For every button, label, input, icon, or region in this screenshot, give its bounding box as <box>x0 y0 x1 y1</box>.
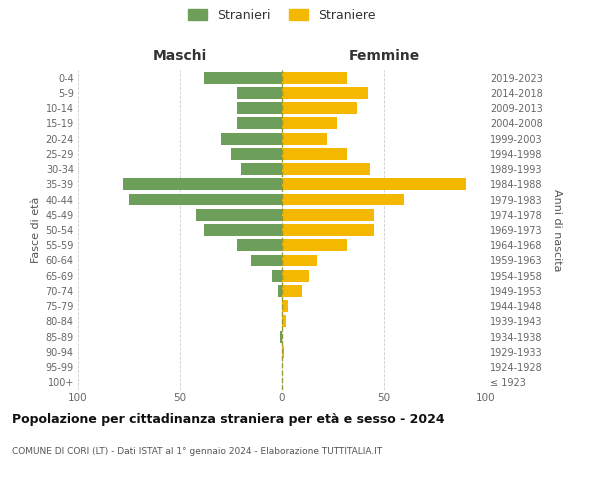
Legend: Stranieri, Straniere: Stranieri, Straniere <box>188 8 376 22</box>
Bar <box>123 178 282 190</box>
Y-axis label: Anni di nascita: Anni di nascita <box>553 188 562 271</box>
Bar <box>282 163 370 175</box>
Bar <box>282 209 374 220</box>
Bar <box>282 270 308 281</box>
Bar <box>272 270 282 281</box>
Bar <box>282 87 368 99</box>
Bar <box>282 118 337 130</box>
Bar <box>282 178 466 190</box>
Bar <box>237 240 282 251</box>
Bar <box>278 285 282 297</box>
Bar <box>282 346 284 358</box>
Y-axis label: Fasce di età: Fasce di età <box>31 197 41 263</box>
Bar <box>282 72 347 84</box>
Bar <box>282 240 347 251</box>
Bar <box>251 254 282 266</box>
Bar <box>205 224 282 236</box>
Bar <box>282 300 288 312</box>
Text: Maschi: Maschi <box>153 48 207 62</box>
Bar <box>282 285 302 297</box>
Bar <box>280 330 282 342</box>
Bar <box>196 209 282 220</box>
Bar <box>282 102 358 114</box>
Bar <box>231 148 282 160</box>
Bar <box>129 194 282 205</box>
Bar <box>237 87 282 99</box>
Bar <box>282 148 347 160</box>
Bar <box>282 194 404 205</box>
Bar <box>282 132 327 144</box>
Bar <box>282 254 317 266</box>
Bar <box>237 102 282 114</box>
Text: COMUNE DI CORI (LT) - Dati ISTAT al 1° gennaio 2024 - Elaborazione TUTTITALIA.IT: COMUNE DI CORI (LT) - Dati ISTAT al 1° g… <box>12 448 382 456</box>
Bar <box>205 72 282 84</box>
Bar <box>282 316 286 328</box>
Bar <box>221 132 282 144</box>
Bar <box>282 224 374 236</box>
Text: Popolazione per cittadinanza straniera per età e sesso - 2024: Popolazione per cittadinanza straniera p… <box>12 412 445 426</box>
Bar <box>237 118 282 130</box>
Bar <box>241 163 282 175</box>
Text: Femmine: Femmine <box>349 48 419 62</box>
